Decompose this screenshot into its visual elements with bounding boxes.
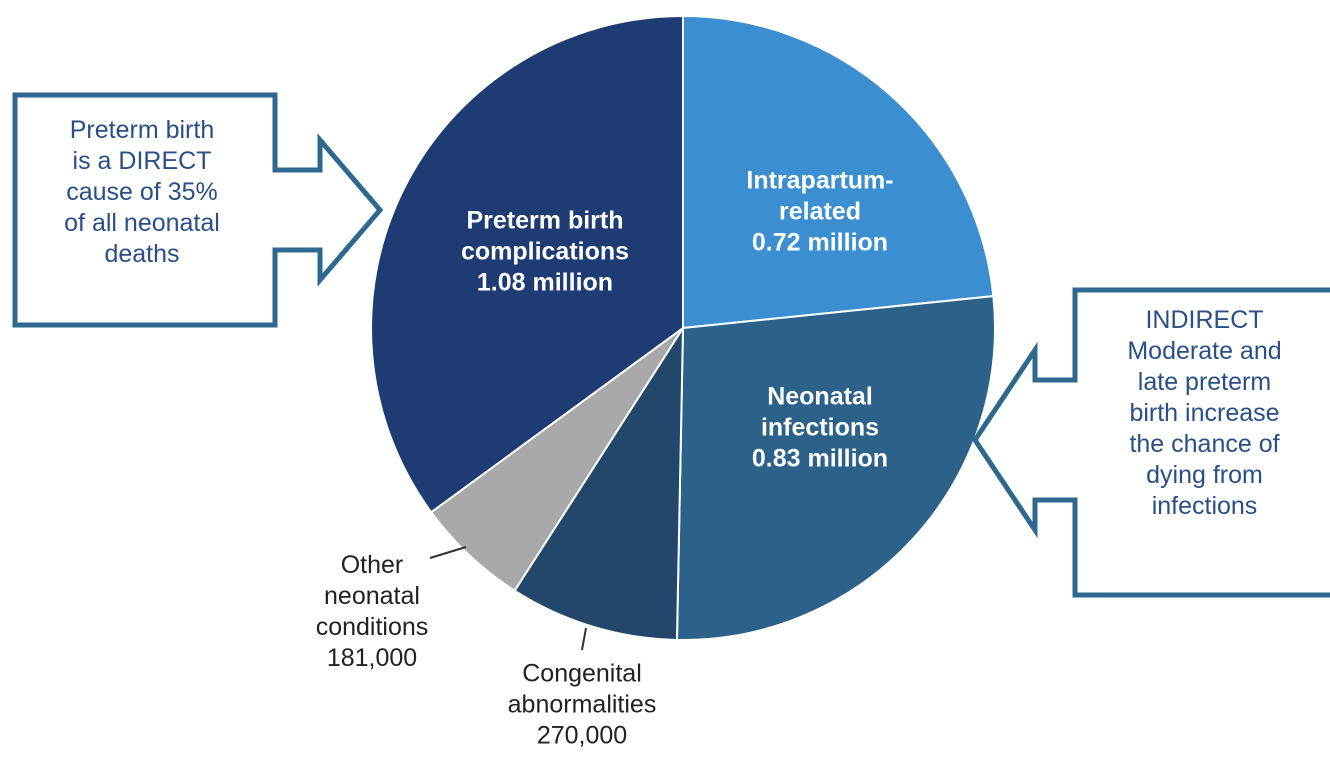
annotation-line: cause of 35% [66, 178, 218, 206]
annotation-line: of all neonatal [64, 209, 220, 237]
value-label: 0.83 million [751, 444, 889, 473]
annotation-line: dying from [1146, 461, 1263, 489]
category-name: Preterm birth complications [460, 206, 630, 266]
pie-slice [370, 14, 684, 514]
leader-line [429, 546, 467, 559]
pie-slice [682, 14, 995, 330]
slice-label: Other neonatal conditions 181,000 [292, 550, 452, 674]
annotation-line: the chance of [1129, 430, 1280, 458]
annotation-line: birth increase [1129, 399, 1280, 427]
annotation: INDIRECT Moderate and late preterm birth in… [1082, 305, 1327, 522]
value-label: 181,000 [326, 644, 418, 672]
callout-left [12, 92, 384, 328]
annotation-line: is a DIRECT [72, 147, 212, 175]
category-name: Congenital abnormalities [507, 659, 657, 719]
callout-right [971, 287, 1330, 598]
slice-label: Neonatal infections 0.83 million [750, 382, 890, 475]
annotation-line: infections [1151, 492, 1258, 520]
annotation-line: Moderate and [1127, 337, 1282, 365]
annotation-line: deaths [104, 240, 180, 268]
slice-label: Intrapartum-related 0.72 million [745, 166, 895, 259]
category-name: Other neonatal conditions [315, 551, 429, 641]
slice-label: Congenital abnormalities 270,000 [482, 659, 682, 752]
annotation-line: INDIRECT [1145, 306, 1264, 334]
leader-line [581, 627, 587, 651]
value-label: 1.08 million [476, 268, 614, 297]
pie [370, 14, 996, 641]
category-name: Neonatal infections [760, 382, 880, 442]
category-name: Intrapartum-related [746, 166, 894, 226]
pie-slice [513, 324, 685, 641]
pie-slice [675, 294, 996, 641]
slice-label: Preterm birth complications 1.08 million [430, 206, 660, 299]
annotation-line: Preterm birth [69, 116, 215, 144]
annotation-line: late preterm [1137, 368, 1272, 396]
value-label: 270,000 [536, 721, 628, 750]
value-label: 0.72 million [751, 228, 889, 257]
annotation: Preterm birth is a DIRECT cause of 35% of a… [22, 115, 262, 270]
